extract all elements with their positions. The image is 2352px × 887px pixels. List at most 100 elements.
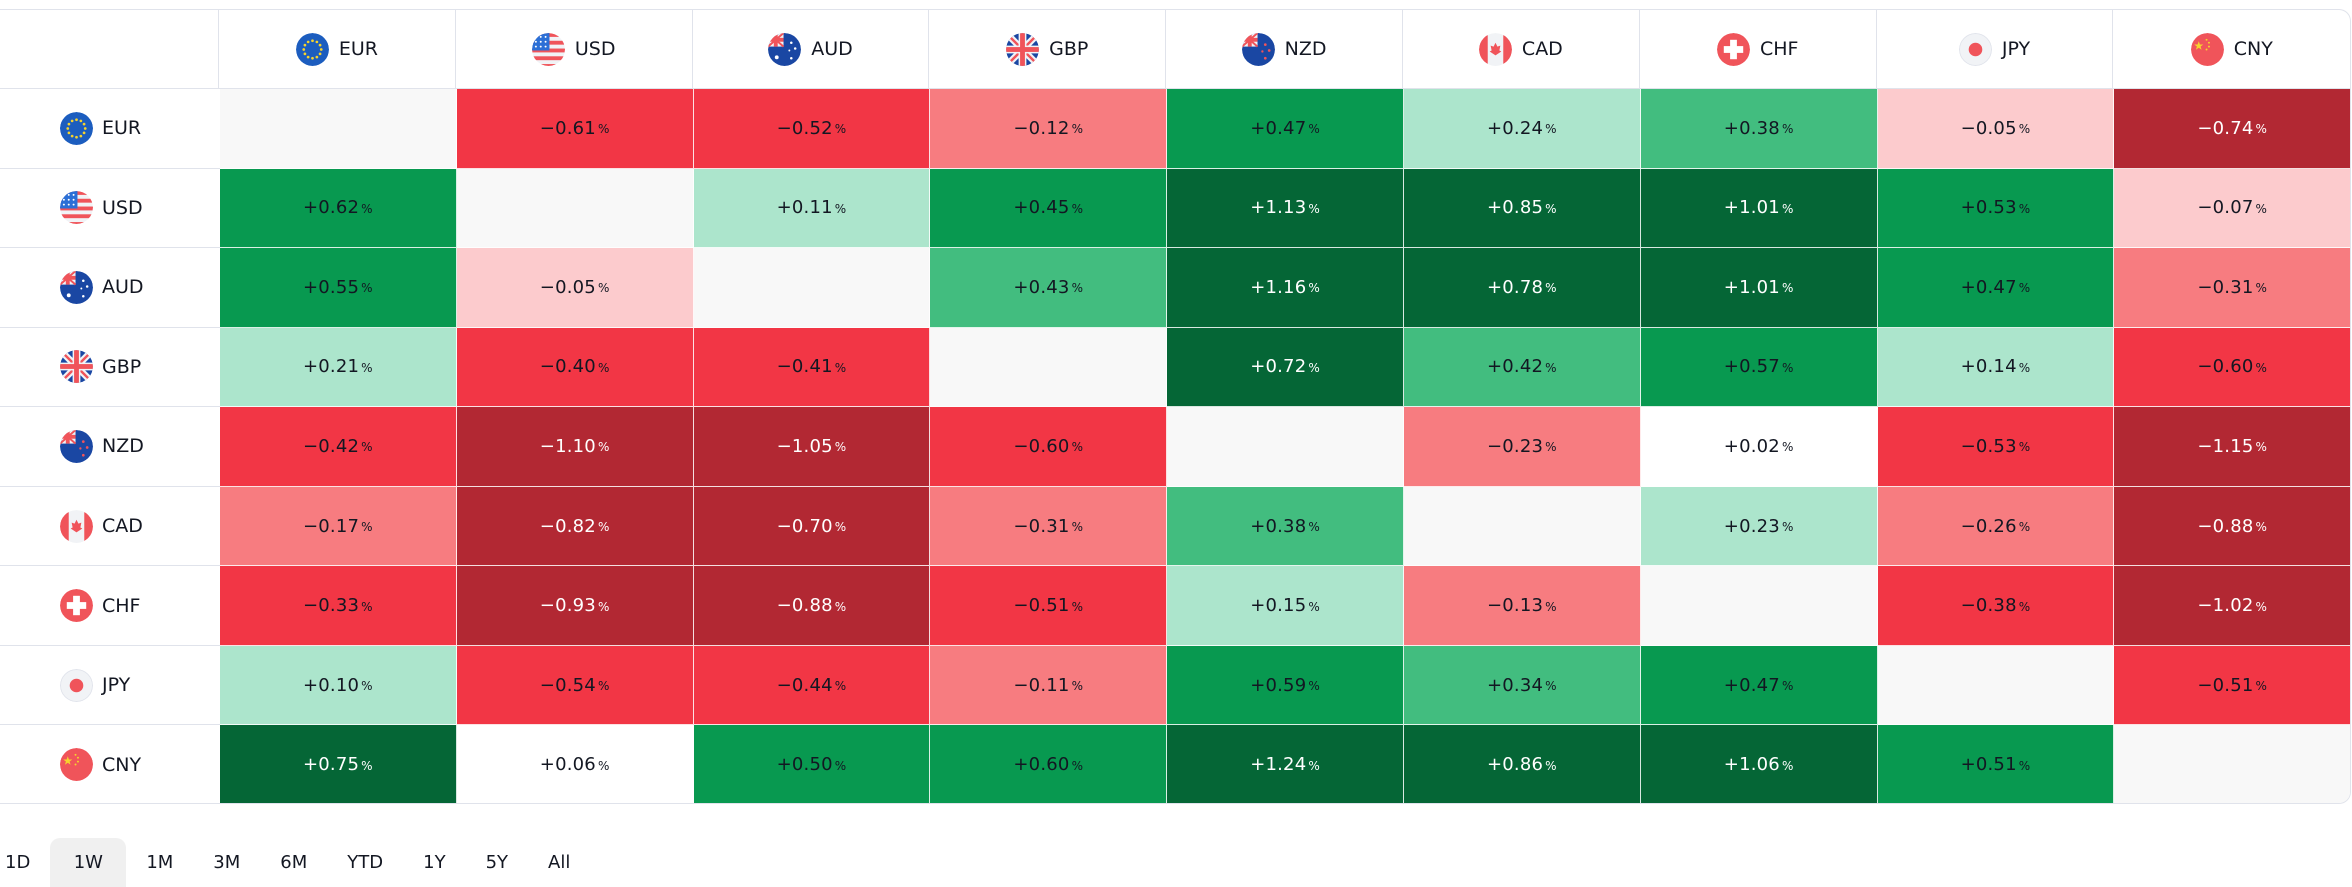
heatmap-cell-jpy-nzd[interactable]: +0.59%: [1167, 645, 1404, 726]
heatmap-cell-jpy-cad[interactable]: +0.34%: [1403, 645, 1641, 726]
column-header-cny[interactable]: CNY: [2113, 10, 2350, 88]
period-button-1d[interactable]: 1D: [5, 852, 31, 873]
heatmap-cell-aud-jpy[interactable]: +0.47%: [1877, 248, 2115, 328]
heatmap-cell-chf-usd[interactable]: −0.93%: [456, 566, 694, 646]
period-button-1m[interactable]: 1M: [146, 852, 174, 873]
column-header-cad[interactable]: CAD: [1403, 10, 1640, 88]
heatmap-cell-nzd-eur[interactable]: −0.42%: [220, 407, 457, 487]
column-header-aud[interactable]: AUD: [693, 10, 930, 88]
row-header-usd[interactable]: USD: [0, 168, 220, 249]
heatmap-cell-aud-nzd[interactable]: +1.16%: [1167, 248, 1404, 328]
row-header-jpy[interactable]: JPY: [0, 645, 220, 726]
column-header-usd[interactable]: USD: [456, 10, 693, 88]
heatmap-cell-usd-nzd[interactable]: +1.13%: [1167, 168, 1404, 249]
heatmap-cell-jpy-eur[interactable]: +0.10%: [220, 645, 457, 726]
row-header-aud[interactable]: AUD: [0, 248, 220, 328]
heatmap-cell-usd-aud[interactable]: +0.11%: [693, 168, 931, 249]
heatmap-cell-cad-usd[interactable]: −0.82%: [456, 486, 694, 567]
row-header-cny[interactable]: CNY: [0, 725, 220, 803]
heatmap-cell-cad-gbp[interactable]: −0.31%: [930, 486, 1168, 567]
heatmap-cell-cad-chf[interactable]: +0.23%: [1640, 486, 1878, 567]
heatmap-cell-eur-nzd[interactable]: +0.47%: [1167, 89, 1404, 169]
heatmap-cell-usd-cny[interactable]: −0.07%: [2114, 168, 2350, 249]
heatmap-cell-gbp-cad[interactable]: +0.42%: [1403, 327, 1641, 408]
heatmap-cell-cny-jpy[interactable]: +0.51%: [1877, 725, 2115, 803]
heatmap-cell-cny-usd[interactable]: +0.06%: [456, 725, 694, 803]
heatmap-cell-cny-gbp[interactable]: +0.60%: [930, 725, 1168, 803]
heatmap-cell-cny-aud[interactable]: +0.50%: [693, 725, 931, 803]
heatmap-cell-nzd-chf[interactable]: +0.02%: [1640, 407, 1878, 487]
period-button-1w[interactable]: 1W: [50, 838, 127, 887]
heatmap-cell-jpy-aud[interactable]: −0.44%: [693, 645, 931, 726]
heatmap-cell-eur-usd[interactable]: −0.61%: [456, 89, 694, 169]
heatmap-cell-eur-cad[interactable]: +0.24%: [1403, 89, 1641, 169]
heatmap-cell-usd-gbp[interactable]: +0.45%: [930, 168, 1168, 249]
heatmap-cell-cad-aud[interactable]: −0.70%: [693, 486, 931, 567]
heatmap-cell-eur-aud[interactable]: −0.52%: [693, 89, 931, 169]
heatmap-cell-aud-cad[interactable]: +0.78%: [1403, 248, 1641, 328]
heatmap-cell-gbp-aud[interactable]: −0.41%: [693, 327, 931, 408]
row-header-chf[interactable]: CHF: [0, 566, 220, 646]
heatmap-cell-aud-eur[interactable]: +0.55%: [220, 248, 457, 328]
heatmap-cell-jpy-chf[interactable]: +0.47%: [1640, 645, 1878, 726]
heatmap-cell-nzd-usd[interactable]: −1.10%: [456, 407, 694, 487]
column-header-eur[interactable]: EUR: [219, 10, 456, 88]
column-header-jpy[interactable]: JPY: [1877, 10, 2114, 88]
heatmap-cell-aud-cny[interactable]: −0.31%: [2114, 248, 2350, 328]
period-button-6m[interactable]: 6M: [280, 852, 308, 873]
row-header-eur[interactable]: EUR: [0, 89, 220, 169]
heatmap-cell-nzd-cny[interactable]: −1.15%: [2114, 407, 2350, 487]
heatmap-cell-gbp-jpy[interactable]: +0.14%: [1877, 327, 2115, 408]
row-header-nzd[interactable]: NZD: [0, 407, 220, 487]
heatmap-cell-nzd-jpy[interactable]: −0.53%: [1877, 407, 2115, 487]
heatmap-cell-eur-jpy[interactable]: −0.05%: [1877, 89, 2115, 169]
heatmap-cell-eur-chf[interactable]: +0.38%: [1640, 89, 1878, 169]
heatmap-cell-gbp-nzd[interactable]: +0.72%: [1167, 327, 1404, 408]
heatmap-cell-gbp-usd[interactable]: −0.40%: [456, 327, 694, 408]
heatmap-cell-gbp-eur[interactable]: +0.21%: [220, 327, 457, 408]
period-button-3m[interactable]: 3M: [213, 852, 241, 873]
period-button-all[interactable]: All: [548, 852, 571, 873]
heatmap-cell-cny-chf[interactable]: +1.06%: [1640, 725, 1878, 803]
heatmap-cell-cad-cny[interactable]: −0.88%: [2114, 486, 2350, 567]
heatmap-cell-aud-gbp[interactable]: +0.43%: [930, 248, 1168, 328]
heatmap-cell-chf-nzd[interactable]: +0.15%: [1167, 566, 1404, 646]
column-header-gbp[interactable]: GBP: [929, 10, 1167, 88]
period-button-5y[interactable]: 5Y: [485, 852, 509, 873]
heatmap-cell-nzd-cad[interactable]: −0.23%: [1403, 407, 1641, 487]
heatmap-cell-chf-cad[interactable]: −0.13%: [1403, 566, 1641, 646]
heatmap-cell-usd-jpy[interactable]: +0.53%: [1877, 168, 2115, 249]
period-button-1y[interactable]: 1Y: [423, 852, 446, 873]
heatmap-cell-usd-cad[interactable]: +0.85%: [1403, 168, 1641, 249]
heatmap-cell-chf-cny[interactable]: −1.02%: [2114, 566, 2350, 646]
row-header-gbp[interactable]: GBP: [0, 327, 220, 408]
heatmap-cell-nzd-aud[interactable]: −1.05%: [693, 407, 931, 487]
heatmap-cell-eur-gbp[interactable]: −0.12%: [930, 89, 1168, 169]
row-header-cad[interactable]: CAD: [0, 486, 220, 567]
heatmap-cell-cny-nzd[interactable]: +1.24%: [1167, 725, 1404, 803]
heatmap-cell-aud-chf[interactable]: +1.01%: [1640, 248, 1878, 328]
heatmap-cell-aud-usd[interactable]: −0.05%: [456, 248, 694, 328]
period-button-ytd[interactable]: YTD: [347, 852, 384, 873]
heatmap-cell-chf-aud[interactable]: −0.88%: [693, 566, 931, 646]
heatmap-cell-chf-gbp[interactable]: −0.51%: [930, 566, 1168, 646]
heatmap-cell-cad-eur[interactable]: −0.17%: [220, 486, 457, 567]
heatmap-cell-chf-eur[interactable]: −0.33%: [220, 566, 457, 646]
heatmap-cell-cny-cad[interactable]: +0.86%: [1403, 725, 1641, 803]
heatmap-cell-gbp-chf[interactable]: +0.57%: [1640, 327, 1878, 408]
heatmap-cell-jpy-gbp[interactable]: −0.11%: [930, 645, 1168, 726]
heatmap-cell-jpy-usd[interactable]: −0.54%: [456, 645, 694, 726]
heatmap-cell-usd-chf[interactable]: +1.01%: [1640, 168, 1878, 249]
heatmap-cell-eur-cny[interactable]: −0.74%: [2114, 89, 2350, 169]
column-header-nzd[interactable]: NZD: [1166, 10, 1403, 88]
column-header-chf[interactable]: CHF: [1640, 10, 1877, 88]
heatmap-cell-nzd-gbp[interactable]: −0.60%: [930, 407, 1168, 487]
heatmap-cell-cad-nzd[interactable]: +0.38%: [1167, 486, 1404, 567]
heatmap-cell-cny-eur[interactable]: +0.75%: [220, 725, 457, 803]
cell-value: −0.23: [1486, 435, 1544, 457]
heatmap-cell-chf-jpy[interactable]: −0.38%: [1877, 566, 2115, 646]
heatmap-cell-cad-jpy[interactable]: −0.26%: [1877, 486, 2115, 567]
heatmap-cell-jpy-cny[interactable]: −0.51%: [2114, 645, 2350, 726]
heatmap-cell-usd-eur[interactable]: +0.62%: [220, 168, 457, 249]
heatmap-cell-gbp-cny[interactable]: −0.60%: [2114, 327, 2350, 408]
